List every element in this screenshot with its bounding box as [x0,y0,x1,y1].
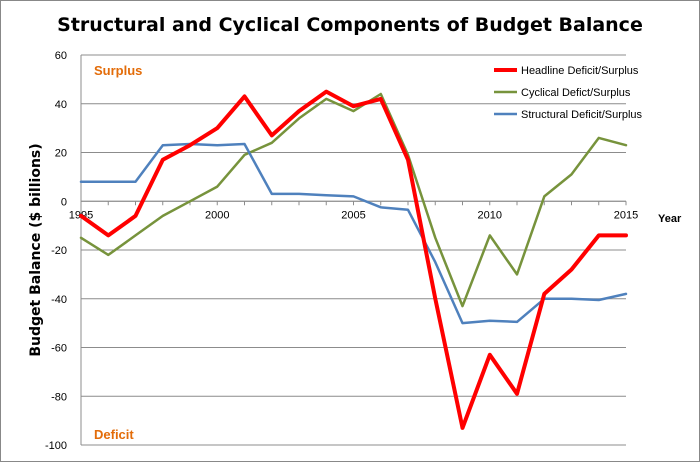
deficit-annotation: Deficit [94,427,134,442]
y-axis-title: Budget Balance ($ billions) [28,143,44,356]
series-lines [79,89,628,430]
y-tick-label: 20 [55,148,67,160]
y-tick-label: 40 [55,99,67,111]
legend-label: Headline Deficit/Surplus [521,65,639,77]
y-tick-label: -80 [51,391,67,403]
x-tick-label: 2000 [205,209,229,221]
annotations: Surplus Deficit [94,63,142,442]
series-line-cyclical [79,92,628,308]
x-axis-title: Year [658,213,682,225]
x-tick-label: 2015 [614,209,638,221]
legend: Headline Deficit/Surplus Cyclical Defict/… [494,65,643,121]
legend-label: Cyclical Defict/Surplus [521,87,631,99]
y-tick-label: -60 [51,343,67,355]
y-tick-label: -100 [45,440,67,452]
y-tick-label: -40 [51,294,67,306]
surplus-annotation: Surplus [94,63,142,78]
series-line-headline [79,89,628,430]
y-tick-label: -20 [51,245,67,257]
x-tick-label: 2005 [341,209,365,221]
gridlines [81,54,626,446]
chart-title: Structural and Cyclical Components of Bu… [57,14,643,36]
y-tick-label: 60 [55,50,67,62]
x-tick-label: 2010 [478,209,502,221]
legend-label: Structural Deficit/Surplus [521,109,643,121]
y-tick-label: 0 [61,196,67,208]
series-line-structural [79,142,628,325]
